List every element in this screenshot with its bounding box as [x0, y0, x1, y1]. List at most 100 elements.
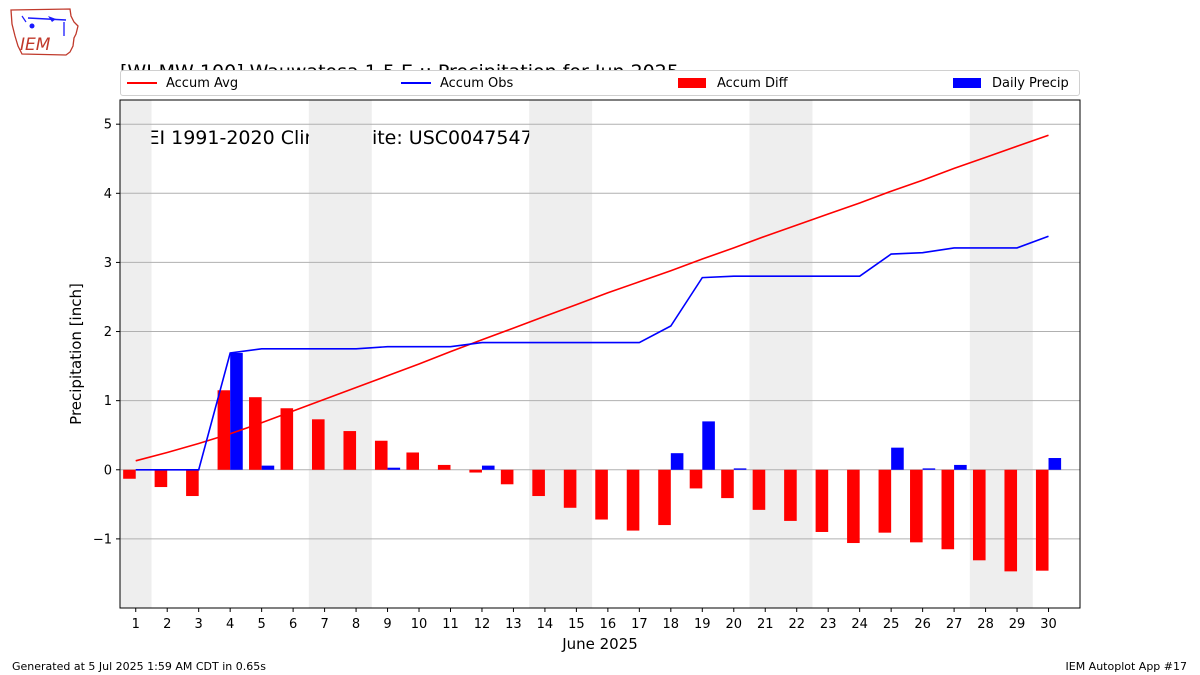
legend-label-accum-avg: Accum Avg — [166, 75, 239, 91]
x-tick-label: 6 — [289, 617, 297, 632]
x-axis-label: June 2025 — [561, 635, 638, 653]
x-tick-label: 23 — [820, 617, 837, 632]
x-tick-label: 30 — [1040, 617, 1057, 632]
weekend-shade — [308, 100, 372, 608]
daily-precip-bar — [1048, 458, 1062, 470]
legend-item-accum-diff: Accum Diff — [678, 75, 788, 91]
daily-precip-bar — [481, 465, 495, 470]
iowa-state-outline-icon: IEM — [10, 8, 79, 56]
accum-diff-bar — [941, 469, 955, 550]
x-tick-label: 4 — [226, 617, 234, 632]
x-tick-label: 28 — [977, 617, 994, 632]
x-tick-label: 22 — [788, 617, 805, 632]
accum-diff-bar — [563, 469, 577, 508]
daily-precip-bar — [733, 468, 747, 470]
daily-precip-bar — [387, 467, 401, 470]
accum-diff-bar — [689, 469, 703, 489]
accum-diff-bar — [847, 469, 860, 544]
weekend-shade — [749, 100, 813, 608]
y-tick-label: 1 — [104, 394, 112, 409]
chart-legend: Accum Avg Accum Obs Accum Diff Daily Pre… — [120, 70, 1080, 96]
legend-swatch-accum-diff — [678, 78, 706, 88]
y-tick-label: 4 — [104, 187, 112, 202]
y-tick-label: 5 — [104, 118, 112, 133]
x-tick-label: 11 — [442, 617, 459, 632]
x-tick-label: 26 — [914, 617, 931, 632]
app-credit: IEM Autoplot App #17 — [1065, 660, 1188, 673]
generated-timestamp: Generated at 5 Jul 2025 1:59 AM CDT in 0… — [12, 660, 266, 673]
legend-swatch-accum-avg — [127, 82, 157, 84]
accum-diff-bar — [752, 469, 766, 510]
legend-item-daily-precip: Daily Precip — [953, 75, 1069, 91]
x-tick-label: 27 — [946, 617, 963, 632]
x-tick-label: 24 — [851, 617, 868, 632]
legend-label-accum-diff: Accum Diff — [717, 75, 788, 91]
y-tick-label: 0 — [104, 463, 112, 478]
x-tick-label: 21 — [757, 617, 774, 632]
legend-label-accum-obs: Accum Obs — [440, 75, 514, 91]
accum-diff-bar — [500, 469, 514, 485]
y-axis-label: Precipitation [inch] — [67, 283, 85, 425]
x-tick-label: 1 — [132, 617, 140, 632]
legend-item-accum-avg: Accum Avg — [127, 75, 238, 91]
accum-diff-bar — [154, 469, 168, 488]
accum-diff-bar — [123, 469, 136, 479]
accum-diff-bar — [1035, 469, 1049, 571]
daily-precip-bar — [954, 464, 967, 470]
accum-diff-bar — [972, 469, 986, 561]
accum-diff-bar — [186, 469, 199, 497]
accum-diff-bar — [815, 469, 829, 532]
daily-precip-bar — [922, 468, 936, 470]
accum-diff-bar — [626, 469, 640, 531]
y-tick-label: −1 — [93, 532, 112, 547]
accum-diff-bar — [784, 469, 797, 521]
accum-diff-bar — [343, 431, 357, 470]
weekend-shade — [529, 100, 593, 608]
weekend-shade — [120, 100, 152, 608]
legend-item-accum-obs: Accum Obs — [401, 75, 513, 91]
accum-diff-bar — [280, 408, 294, 470]
y-tick-label: 3 — [104, 256, 112, 271]
accum-diff-bar — [658, 469, 671, 526]
x-tick-label: 9 — [383, 617, 391, 632]
daily-precip-bar — [261, 465, 275, 470]
bars — [123, 352, 1062, 572]
x-tick-label: 25 — [883, 617, 900, 632]
x-tick-label: 17 — [631, 617, 648, 632]
y-tick-label: 2 — [104, 325, 112, 340]
accum-diff-bar — [469, 469, 482, 473]
accum-obs-line — [135, 235, 1049, 471]
lines — [135, 134, 1049, 471]
legend-swatch-accum-obs — [401, 82, 431, 84]
daily-precip-bar — [891, 447, 904, 470]
legend-swatch-daily-precip — [953, 78, 981, 88]
accum-diff-bar — [249, 397, 262, 470]
daily-precip-bar — [702, 421, 715, 470]
x-tick-label: 20 — [725, 617, 742, 632]
x-tick-label: 2 — [163, 617, 171, 632]
x-tick-label: 14 — [537, 617, 554, 632]
x-tick-label: 3 — [195, 617, 203, 632]
accum-avg-line — [135, 134, 1049, 462]
x-tick-label: 15 — [568, 617, 585, 632]
accum-diff-bar — [532, 469, 545, 497]
accum-diff-bar — [910, 469, 923, 543]
accum-diff-bar — [1004, 469, 1018, 572]
x-tick-label: 16 — [600, 617, 617, 632]
accum-diff-bar — [437, 464, 451, 470]
x-tick-label: 10 — [411, 617, 428, 632]
x-tick-label: 18 — [663, 617, 680, 632]
x-tick-label: 19 — [694, 617, 711, 632]
accum-diff-bar — [878, 469, 892, 533]
accum-diff-bar — [406, 452, 420, 470]
x-tick-label: 5 — [257, 617, 265, 632]
iem-logo: IEM — [8, 6, 80, 58]
x-tick-label: 7 — [320, 617, 328, 632]
x-tick-label: 8 — [352, 617, 360, 632]
accum-diff-bar — [312, 419, 325, 470]
plot-frame — [119, 99, 1081, 609]
daily-precip-bar — [670, 453, 684, 470]
accum-diff-bar — [595, 469, 608, 520]
